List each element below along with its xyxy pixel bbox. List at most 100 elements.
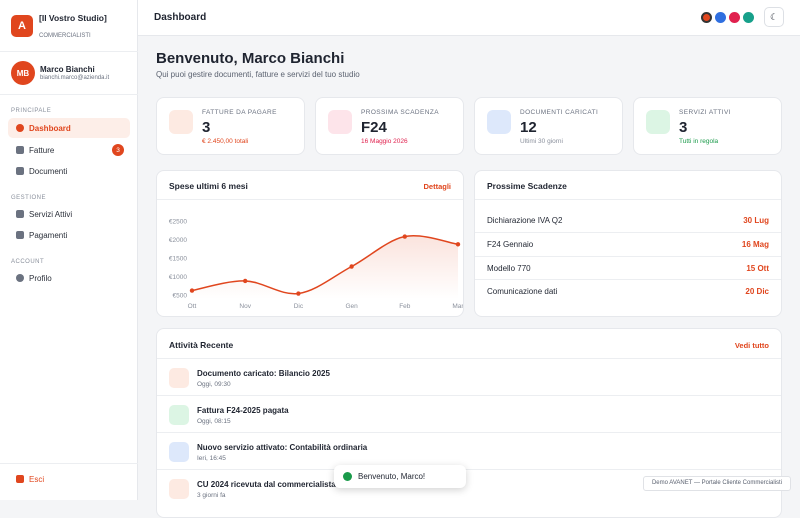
stat-note: Ultimi 30 giorni [520, 138, 563, 145]
activity-item: Documento caricato: Bilancio 2025 Oggi, 0… [157, 358, 781, 395]
card-link[interactable]: Vedi tutto [734, 341, 769, 350]
point [402, 234, 407, 239]
stat-card: SERVIZI ATTIVI 3 Tutti in regola [633, 97, 782, 155]
deadline-row: Comunicazione dati 20 Dic [475, 279, 781, 303]
stat-value: 3 [202, 119, 211, 136]
point [243, 278, 248, 284]
x-tick-label: Mar [452, 303, 464, 310]
page-title: Dashboard [154, 12, 207, 23]
user-name: Marco Bianchi [40, 65, 95, 74]
deadline-row: Modello 770 15 Ott [475, 256, 781, 280]
top-bar: Dashboard ☾ [138, 0, 800, 36]
stat-label: DOCUMENTI CARICATI [520, 109, 599, 116]
toast-text: Benvenuto, Marco! [358, 472, 426, 481]
stat-label: FATTURE DA PAGARE [202, 109, 277, 116]
stat-card: PROSSIMA SCADENZA F24 16 Maggio 2026 [315, 97, 464, 155]
x-tick-label: Gen [345, 303, 358, 310]
logout[interactable]: Esci [8, 469, 130, 489]
nav-label: Esci [29, 474, 45, 484]
nav-item[interactable]: Documenti [8, 161, 130, 181]
line-chart: €500 €1000 €1500 €2000 €2500 Ott Nov Dic Gen Feb M… [169, 219, 464, 311]
section-title: PRINCIPALE [11, 108, 52, 114]
nav-item[interactable]: Servizi Attivi [8, 204, 130, 224]
activity-item: Nuovo servizio attivato: Contabilità ord… [157, 432, 781, 469]
activity-time: Oggi, 09:30 [197, 381, 231, 388]
section-title: ACCOUNT [11, 259, 45, 265]
card-title: Spese ultimi 6 mesi [169, 181, 248, 191]
theme-color[interactable] [701, 12, 712, 23]
stat-label: PROSSIMA SCADENZA [361, 109, 439, 116]
deadline-label: Comunicazione dati [487, 287, 558, 296]
stat-card: FATTURE DA PAGARE 3 € 2.450,00 totali [156, 97, 305, 155]
stat-value: 12 [520, 119, 537, 136]
y-tick-label: €1000 [169, 274, 187, 281]
x-tick-label: Dic [294, 303, 304, 310]
area [192, 235, 458, 299]
theme-color[interactable] [729, 12, 740, 23]
toast: Benvenuto, Marco! [334, 465, 466, 488]
stat-card: DOCUMENTI CARICATI 12 Ultimi 30 giorni [474, 97, 623, 155]
nav-item[interactable]: Pagamenti [8, 225, 130, 245]
card-title: Attività Recente [169, 340, 234, 350]
nav-item[interactable]: Fatture 3 [8, 140, 130, 160]
theme-color[interactable] [715, 12, 726, 23]
activity-item: Fattura F24-2025 pagata Oggi, 08:15 [157, 395, 781, 432]
stat-note: € 2.450,00 totali [202, 138, 249, 145]
point [296, 291, 301, 296]
nav-item[interactable]: Profilo [8, 268, 130, 288]
y-tick-label: €500 [173, 293, 188, 300]
activity-time: Oggi, 08:15 [197, 418, 231, 425]
x-tick-label: Nov [239, 303, 251, 310]
card-title: Prossime Scadenze [487, 181, 567, 191]
nav-label: Dashboard [29, 123, 71, 133]
divider [157, 199, 463, 200]
badge: 3 [112, 144, 124, 156]
studio-name: [Il Vostro Studio] [39, 13, 107, 23]
activity-title: Nuovo servizio attivato: Contabilità ord… [197, 443, 368, 452]
divider [0, 463, 138, 464]
sidebar: A [Il Vostro Studio] COMMERCIALISTI MB M… [0, 0, 138, 500]
nav-label: Documenti [29, 166, 68, 176]
deadline-date: 30 Lug [743, 216, 769, 225]
divider [475, 199, 781, 200]
divider [0, 51, 138, 52]
studio-sub: COMMERCIALISTI [39, 33, 91, 39]
deadline-label: Dichiarazione IVA Q2 [487, 216, 563, 225]
welcome-subtitle: Qui puoi gestire documenti, fatture e se… [156, 70, 360, 79]
section-title: GESTIONE [11, 195, 47, 201]
nav-label: Fatture [29, 145, 55, 155]
card-link[interactable]: Dettagli [423, 182, 451, 191]
chart-card: Spese ultimi 6 mesi Dettagli €500 €1000 €1… [156, 170, 464, 317]
deadline-row: Dichiarazione IVA Q2 30 Lug [475, 208, 781, 232]
deadline-date: 16 Mag [741, 240, 769, 249]
y-tick-label: €2000 [169, 237, 187, 244]
stat-value: F24 [361, 119, 387, 136]
activity-title: Documento caricato: Bilancio 2025 [197, 369, 330, 378]
stat-note: 16 Maggio 2026 [361, 138, 408, 145]
point [189, 288, 195, 293]
deadline-label: F24 Gennaio [487, 240, 534, 249]
deadline-date: 20 Dic [745, 287, 769, 296]
theme-color[interactable] [743, 12, 754, 23]
x-tick-label: Feb [399, 303, 411, 310]
nav-item[interactable]: Dashboard [8, 118, 130, 138]
stat-value: 3 [679, 119, 688, 136]
nav-label: Servizi Attivi [29, 209, 73, 219]
activity-time: 3 giorni fa [197, 492, 226, 499]
dark-mode-toggle[interactable]: ☾ [764, 7, 784, 27]
avatar: MB [11, 61, 35, 85]
divider [0, 94, 138, 95]
deadline-date: 15 Ott [746, 264, 769, 273]
logo[interactable]: A [11, 15, 33, 37]
welcome-title: Benvenuto, Marco Bianchi [156, 50, 345, 67]
x-tick-label: Ott [188, 303, 197, 310]
footer-badge: Demo AVANET — Portale Cliente Commercial… [643, 476, 791, 491]
activity-time: Ieri, 16:45 [197, 455, 226, 462]
point [349, 264, 354, 269]
deadline-row: F24 Gennaio 16 Mag [475, 232, 781, 256]
stat-note: Tutti in regola [679, 138, 719, 145]
activity-title: Fattura F24-2025 pagata [197, 406, 289, 415]
nav-label: Profilo [29, 273, 52, 283]
user-email: bianchi.marco@azienda.it [40, 75, 110, 81]
